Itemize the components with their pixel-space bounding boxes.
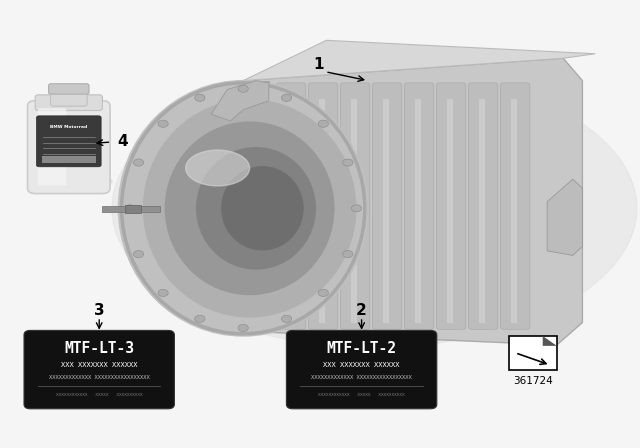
FancyBboxPatch shape (404, 83, 434, 329)
Ellipse shape (118, 81, 368, 336)
Ellipse shape (165, 122, 334, 294)
Text: 2: 2 (356, 303, 367, 318)
Bar (511, 99, 517, 323)
FancyBboxPatch shape (500, 83, 530, 329)
Text: 1: 1 (314, 57, 324, 73)
FancyBboxPatch shape (24, 331, 174, 409)
Text: XXXXXXXXXXXXX XXXXXXXXXXXXXXXXX: XXXXXXXXXXXXX XXXXXXXXXXXXXXXXX (311, 375, 412, 380)
Circle shape (195, 315, 205, 323)
Circle shape (318, 289, 328, 297)
Circle shape (238, 324, 248, 332)
FancyBboxPatch shape (38, 108, 67, 185)
FancyBboxPatch shape (340, 83, 370, 329)
Bar (479, 99, 485, 323)
Circle shape (158, 289, 168, 297)
Circle shape (318, 120, 328, 127)
Bar (287, 99, 293, 323)
Bar (415, 99, 421, 323)
Bar (319, 99, 325, 323)
FancyBboxPatch shape (276, 83, 306, 329)
Text: MTF-LT-3: MTF-LT-3 (64, 341, 134, 356)
Text: XXXXXXXXXXXX   XXXXX   XXXXXXXXXX: XXXXXXXXXXXX XXXXX XXXXXXXXXX (318, 392, 405, 396)
Text: 4: 4 (118, 134, 128, 149)
Circle shape (282, 94, 292, 101)
Ellipse shape (222, 167, 303, 250)
FancyBboxPatch shape (436, 83, 466, 329)
Circle shape (343, 159, 353, 166)
Bar (447, 99, 453, 323)
Bar (102, 206, 160, 212)
Text: XXX XXXXXXX XXXXXX: XXX XXXXXXX XXXXXX (323, 362, 400, 368)
FancyBboxPatch shape (287, 331, 436, 409)
FancyBboxPatch shape (308, 83, 338, 329)
Polygon shape (230, 58, 582, 345)
FancyBboxPatch shape (468, 83, 498, 329)
Polygon shape (547, 179, 582, 255)
Circle shape (133, 250, 143, 258)
Circle shape (125, 205, 135, 212)
Text: 361724: 361724 (513, 376, 553, 386)
Circle shape (133, 159, 143, 166)
Text: MTF-LT-2: MTF-LT-2 (326, 341, 397, 356)
Polygon shape (543, 336, 557, 346)
Circle shape (195, 94, 205, 101)
FancyBboxPatch shape (509, 336, 557, 370)
Text: BMW Motorrad: BMW Motorrad (50, 125, 88, 129)
Ellipse shape (38, 175, 112, 188)
Circle shape (238, 85, 248, 92)
Polygon shape (243, 40, 595, 81)
Bar (351, 99, 357, 323)
Bar (125, 205, 141, 213)
FancyBboxPatch shape (35, 95, 102, 111)
Ellipse shape (196, 148, 316, 269)
FancyBboxPatch shape (49, 84, 89, 94)
Ellipse shape (186, 150, 250, 186)
Bar (383, 99, 389, 323)
FancyBboxPatch shape (28, 101, 110, 194)
FancyBboxPatch shape (372, 83, 402, 329)
Ellipse shape (143, 100, 356, 317)
FancyBboxPatch shape (36, 116, 101, 167)
Text: XXXXXXXXXXXX   XXXXX   XXXXXXXXXX: XXXXXXXXXXXX XXXXX XXXXXXXXXX (56, 392, 143, 396)
FancyBboxPatch shape (51, 89, 87, 106)
Polygon shape (211, 81, 269, 121)
Circle shape (351, 205, 362, 212)
Ellipse shape (112, 69, 637, 347)
Circle shape (282, 315, 292, 323)
Polygon shape (243, 81, 269, 332)
Circle shape (158, 120, 168, 127)
Text: 3: 3 (94, 303, 104, 318)
Bar (42, 155, 96, 163)
Text: XXX XXXXXXX XXXXXX: XXX XXXXXXX XXXXXX (61, 362, 138, 368)
Circle shape (343, 250, 353, 258)
Text: XXXXXXXXXXXXX XXXXXXXXXXXXXXXXX: XXXXXXXXXXXXX XXXXXXXXXXXXXXXXX (49, 375, 150, 380)
